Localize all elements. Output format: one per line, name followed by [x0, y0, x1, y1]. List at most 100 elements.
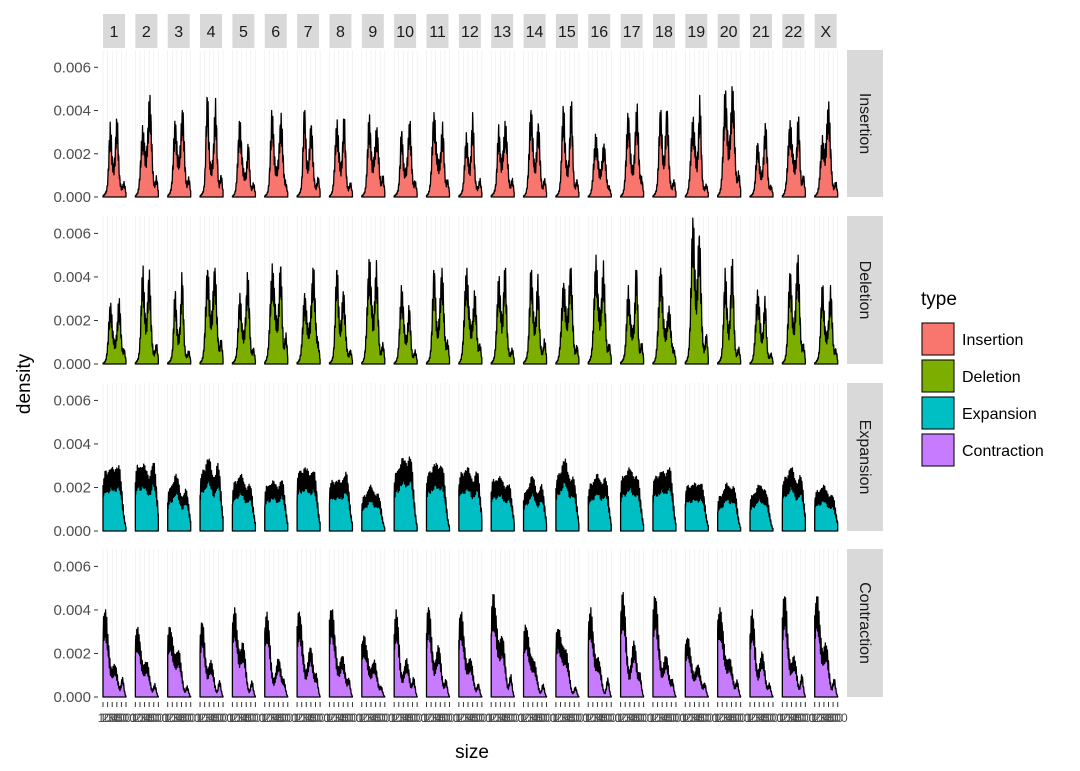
x-axis-group: 1100200300400500110020030040050011002003…	[98, 702, 848, 725]
x-tick-label: 100	[615, 711, 635, 725]
density-area-deletion	[652, 267, 677, 365]
density-area-expansion	[555, 458, 580, 532]
facet-panel	[102, 549, 127, 698]
x-tick-label: 300	[204, 711, 224, 725]
density-area-deletion	[781, 254, 806, 365]
facet-panel	[167, 549, 192, 698]
density-area-deletion	[393, 285, 418, 365]
density-area-contraction	[102, 609, 127, 698]
x-tick-label: 200	[814, 711, 834, 725]
x-tick-label: 1	[423, 711, 430, 725]
density-area-insertion	[199, 96, 224, 198]
facet-panel	[231, 216, 257, 365]
legend-label: Expansion	[962, 406, 1037, 423]
density-area-expansion	[684, 482, 709, 532]
x-tick-label: 400	[661, 711, 681, 725]
density-area-contraction	[231, 607, 257, 698]
legend-swatch	[921, 433, 955, 467]
y-tick-label: 0.006	[53, 59, 91, 76]
x-tick-label: 400	[758, 711, 778, 725]
x-tick-label: 400	[305, 711, 325, 725]
y-tick-label: 0.002	[53, 146, 91, 163]
facet-panel	[490, 549, 515, 698]
facet-panel	[361, 383, 386, 532]
x-tick-label: 300	[592, 711, 612, 725]
x-tick-label: 400	[467, 711, 487, 725]
x-tick-label: 200	[782, 711, 802, 725]
column-strip-label: 9	[368, 24, 377, 41]
x-tick-label: 1	[197, 711, 204, 725]
facet-panel	[587, 216, 612, 365]
facet-panel	[134, 549, 159, 698]
facet-panel	[587, 549, 612, 698]
facet-panel	[393, 549, 418, 698]
facet-panel	[264, 383, 289, 532]
y-axis-title: density	[14, 353, 35, 414]
x-tick-label: 500	[569, 711, 589, 725]
facet-panel	[814, 383, 839, 532]
x-tick-label: 400	[273, 711, 293, 725]
x-tick-label: 100	[453, 711, 473, 725]
x-tick-label: 200	[490, 711, 510, 725]
x-tick-label: 500	[407, 711, 427, 725]
facet-panel	[199, 549, 224, 698]
column-strip-label: 15	[558, 24, 576, 41]
column-strip	[782, 14, 805, 48]
facet-panel	[199, 383, 224, 532]
density-area-deletion	[684, 217, 709, 365]
density-area-deletion	[619, 269, 645, 365]
density-area-expansion	[814, 484, 839, 532]
facet-panel	[781, 216, 806, 365]
x-tick-label: 300	[560, 711, 580, 725]
x-tick-label: 200	[296, 711, 316, 725]
facet-panel	[199, 216, 224, 365]
x-tick-label: 200	[135, 711, 155, 725]
density-area-contraction	[199, 622, 224, 698]
facet-panel	[296, 216, 321, 365]
facet-panel	[684, 216, 709, 365]
facet-panel	[134, 216, 159, 365]
density-area-expansion	[361, 484, 386, 532]
column-strip-label: 20	[720, 24, 738, 41]
facet-panel	[199, 50, 224, 198]
x-tick-label: 300	[786, 711, 806, 725]
density-area-expansion	[102, 465, 127, 532]
column-strip-label: 13	[493, 24, 511, 41]
density-area-expansion	[393, 456, 418, 532]
x-tick-label: 400	[694, 711, 714, 725]
facet-panel	[361, 50, 386, 198]
column-strip	[394, 14, 417, 48]
facet-panel	[555, 216, 580, 365]
facet-panel	[717, 216, 742, 365]
density-area-insertion	[522, 109, 548, 198]
x-tick-label: 200	[717, 711, 737, 725]
x-tick-label: 400	[629, 711, 649, 725]
facet-panel	[555, 383, 580, 532]
facet-panel	[619, 50, 645, 198]
x-tick-label: 200	[684, 711, 704, 725]
x-tick-label: 500	[601, 711, 621, 725]
y-tick-label: 0.002	[53, 645, 91, 662]
legend: type Insertion Deletion Expansion Contracti…	[921, 289, 1044, 467]
x-tick-label: 400	[144, 711, 164, 725]
density-area-insertion	[717, 86, 742, 198]
density-area-deletion	[199, 267, 224, 365]
facet-panel	[425, 216, 451, 365]
column-strip	[200, 14, 223, 48]
x-tick-label: 200	[232, 711, 252, 725]
x-tick-label: 200	[620, 711, 640, 725]
x-tick-label: 300	[527, 711, 547, 725]
column-strip	[135, 14, 158, 48]
x-tick-label: 400	[176, 711, 196, 725]
x-tick-label: 300	[721, 711, 741, 725]
x-tick-label: 400	[823, 711, 843, 725]
x-tick-label: 300	[657, 711, 677, 725]
x-tick-label: 1	[520, 711, 527, 725]
x-tick-label: 200	[652, 711, 672, 725]
x-tick-label: 300	[366, 711, 386, 725]
column-strip-group: 1 2 3 4 5 6 7 8 9 10 11 12 13 14 15 16 17 18 19 20 21 22 X	[103, 14, 837, 48]
density-area-deletion	[425, 267, 451, 365]
facet-panel	[231, 549, 257, 698]
x-tick-label: 300	[689, 711, 709, 725]
